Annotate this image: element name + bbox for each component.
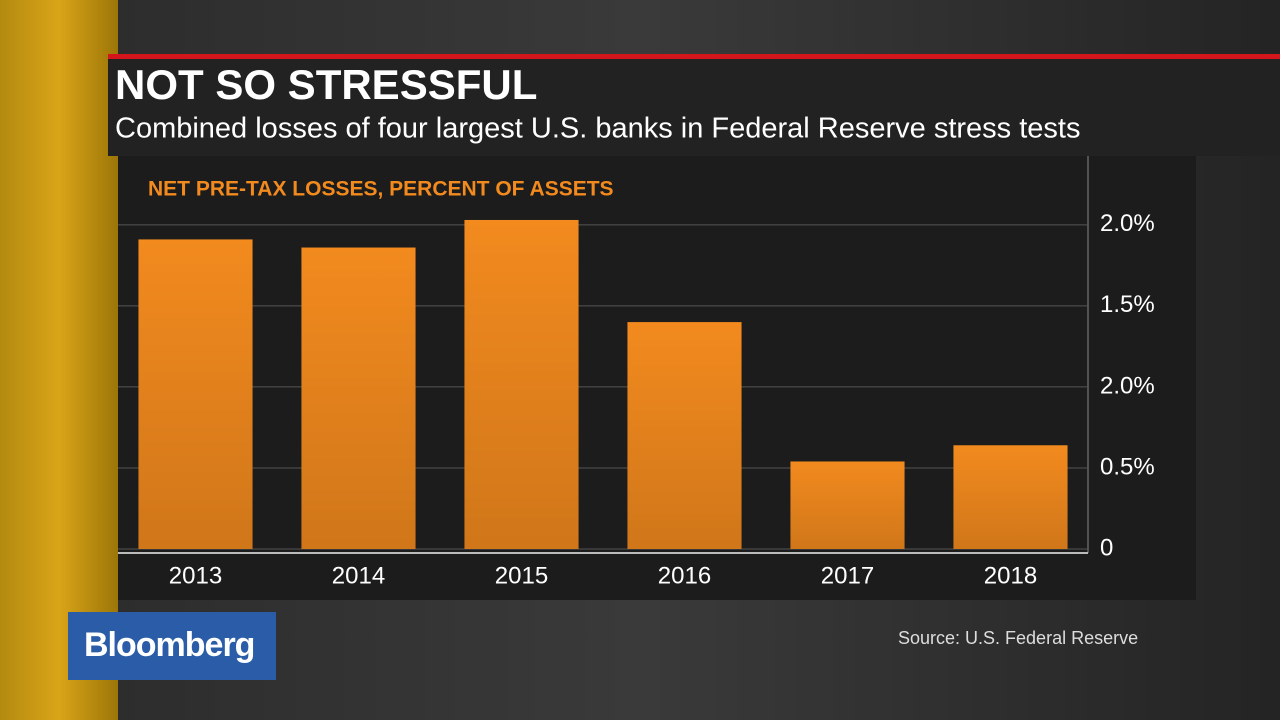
logo: Bloomberg: [84, 626, 254, 664]
x-tick-label: 2017: [821, 562, 874, 589]
y-tick-label: 0.5%: [1100, 453, 1155, 480]
x-tick-label: 2015: [495, 562, 548, 589]
chart-subtitle: Combined losses of four largest U.S. ban…: [115, 113, 1080, 145]
y-tick-label: 2.0%: [1100, 372, 1155, 399]
bar-shade: [138, 239, 253, 549]
red-rule: [108, 54, 1280, 59]
x-tick-label: 2016: [658, 562, 711, 589]
bar-shade: [301, 247, 416, 549]
x-tick-label: 2014: [332, 562, 385, 589]
y-tick-label: 0: [1100, 534, 1113, 561]
source: Source: U.S. Federal Reserve: [898, 628, 1138, 648]
y-tick-label: 2.0%: [1100, 210, 1155, 237]
x-tick-label: 2013: [169, 562, 222, 589]
chart-title: NOT SO STRESSFUL: [115, 61, 537, 108]
y-axis-label: NET PRE-TAX LOSSES, PERCENT OF ASSETS: [148, 178, 614, 201]
bar-shade: [464, 219, 579, 550]
side-strip: [0, 0, 118, 720]
title-panel: [108, 59, 1280, 156]
bar-shade: [790, 461, 905, 549]
bar-shade: [627, 322, 742, 549]
bar-shade: [953, 445, 1068, 549]
y-tick-label: 1.5%: [1100, 291, 1155, 318]
logo-box: [68, 612, 276, 680]
x-tick-label: 2018: [984, 562, 1037, 589]
